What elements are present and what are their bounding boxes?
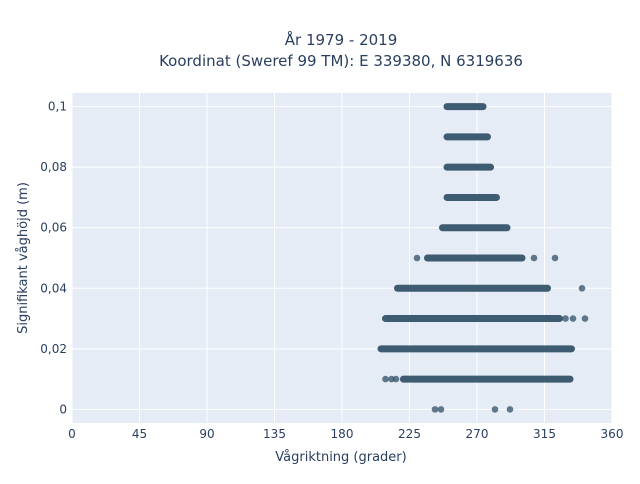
scatter-point [578, 284, 586, 292]
x-tick-label: 360 [601, 427, 624, 441]
scatter-point [437, 406, 445, 413]
y-axis-label: Signifikant våghöjd (m) [16, 182, 31, 334]
x-tick-label: 0 [68, 427, 76, 441]
x-tick-label: 45 [132, 427, 147, 441]
scatter-point [562, 315, 569, 322]
y-axis-ticks: 0 0,02 0,04 0,06 0,08 0,1 [40, 100, 67, 417]
chart-title-line1: År 1979 - 2019 [285, 30, 398, 49]
x-tick-label: 315 [533, 427, 556, 441]
scatter-point [392, 375, 400, 383]
scatter-point [581, 315, 589, 322]
y-tick-label: 0,06 [40, 221, 67, 235]
y-tick-label: 0,04 [40, 281, 67, 295]
x-tick-label: 225 [398, 427, 421, 441]
scatter-point [569, 315, 577, 322]
scatter-point [382, 375, 389, 383]
y-tick-label: 0,08 [40, 160, 67, 174]
scatter-point [431, 406, 439, 413]
scatter-point [551, 254, 559, 262]
scatter-point [530, 254, 538, 262]
x-tick-label: 270 [466, 427, 489, 441]
x-tick-label: 90 [199, 427, 214, 441]
y-tick-label: 0 [59, 402, 67, 416]
y-tick-label: 0,1 [48, 100, 67, 114]
x-tick-label: 180 [331, 427, 354, 441]
x-tick-label: 135 [263, 427, 286, 441]
chart-title-line2: Koordinat (Sweref 99 TM): E 339380, N 63… [159, 52, 523, 70]
y-tick-label: 0,02 [40, 342, 67, 356]
scatter-point [413, 254, 421, 262]
scatter-point [506, 406, 514, 413]
scatter-point [491, 406, 499, 413]
data-points [377, 103, 589, 413]
x-axis-ticks: 0 45 90 135 180 225 270 315 360 [68, 427, 623, 441]
x-axis-label: Vågriktning (grader) [275, 450, 406, 465]
